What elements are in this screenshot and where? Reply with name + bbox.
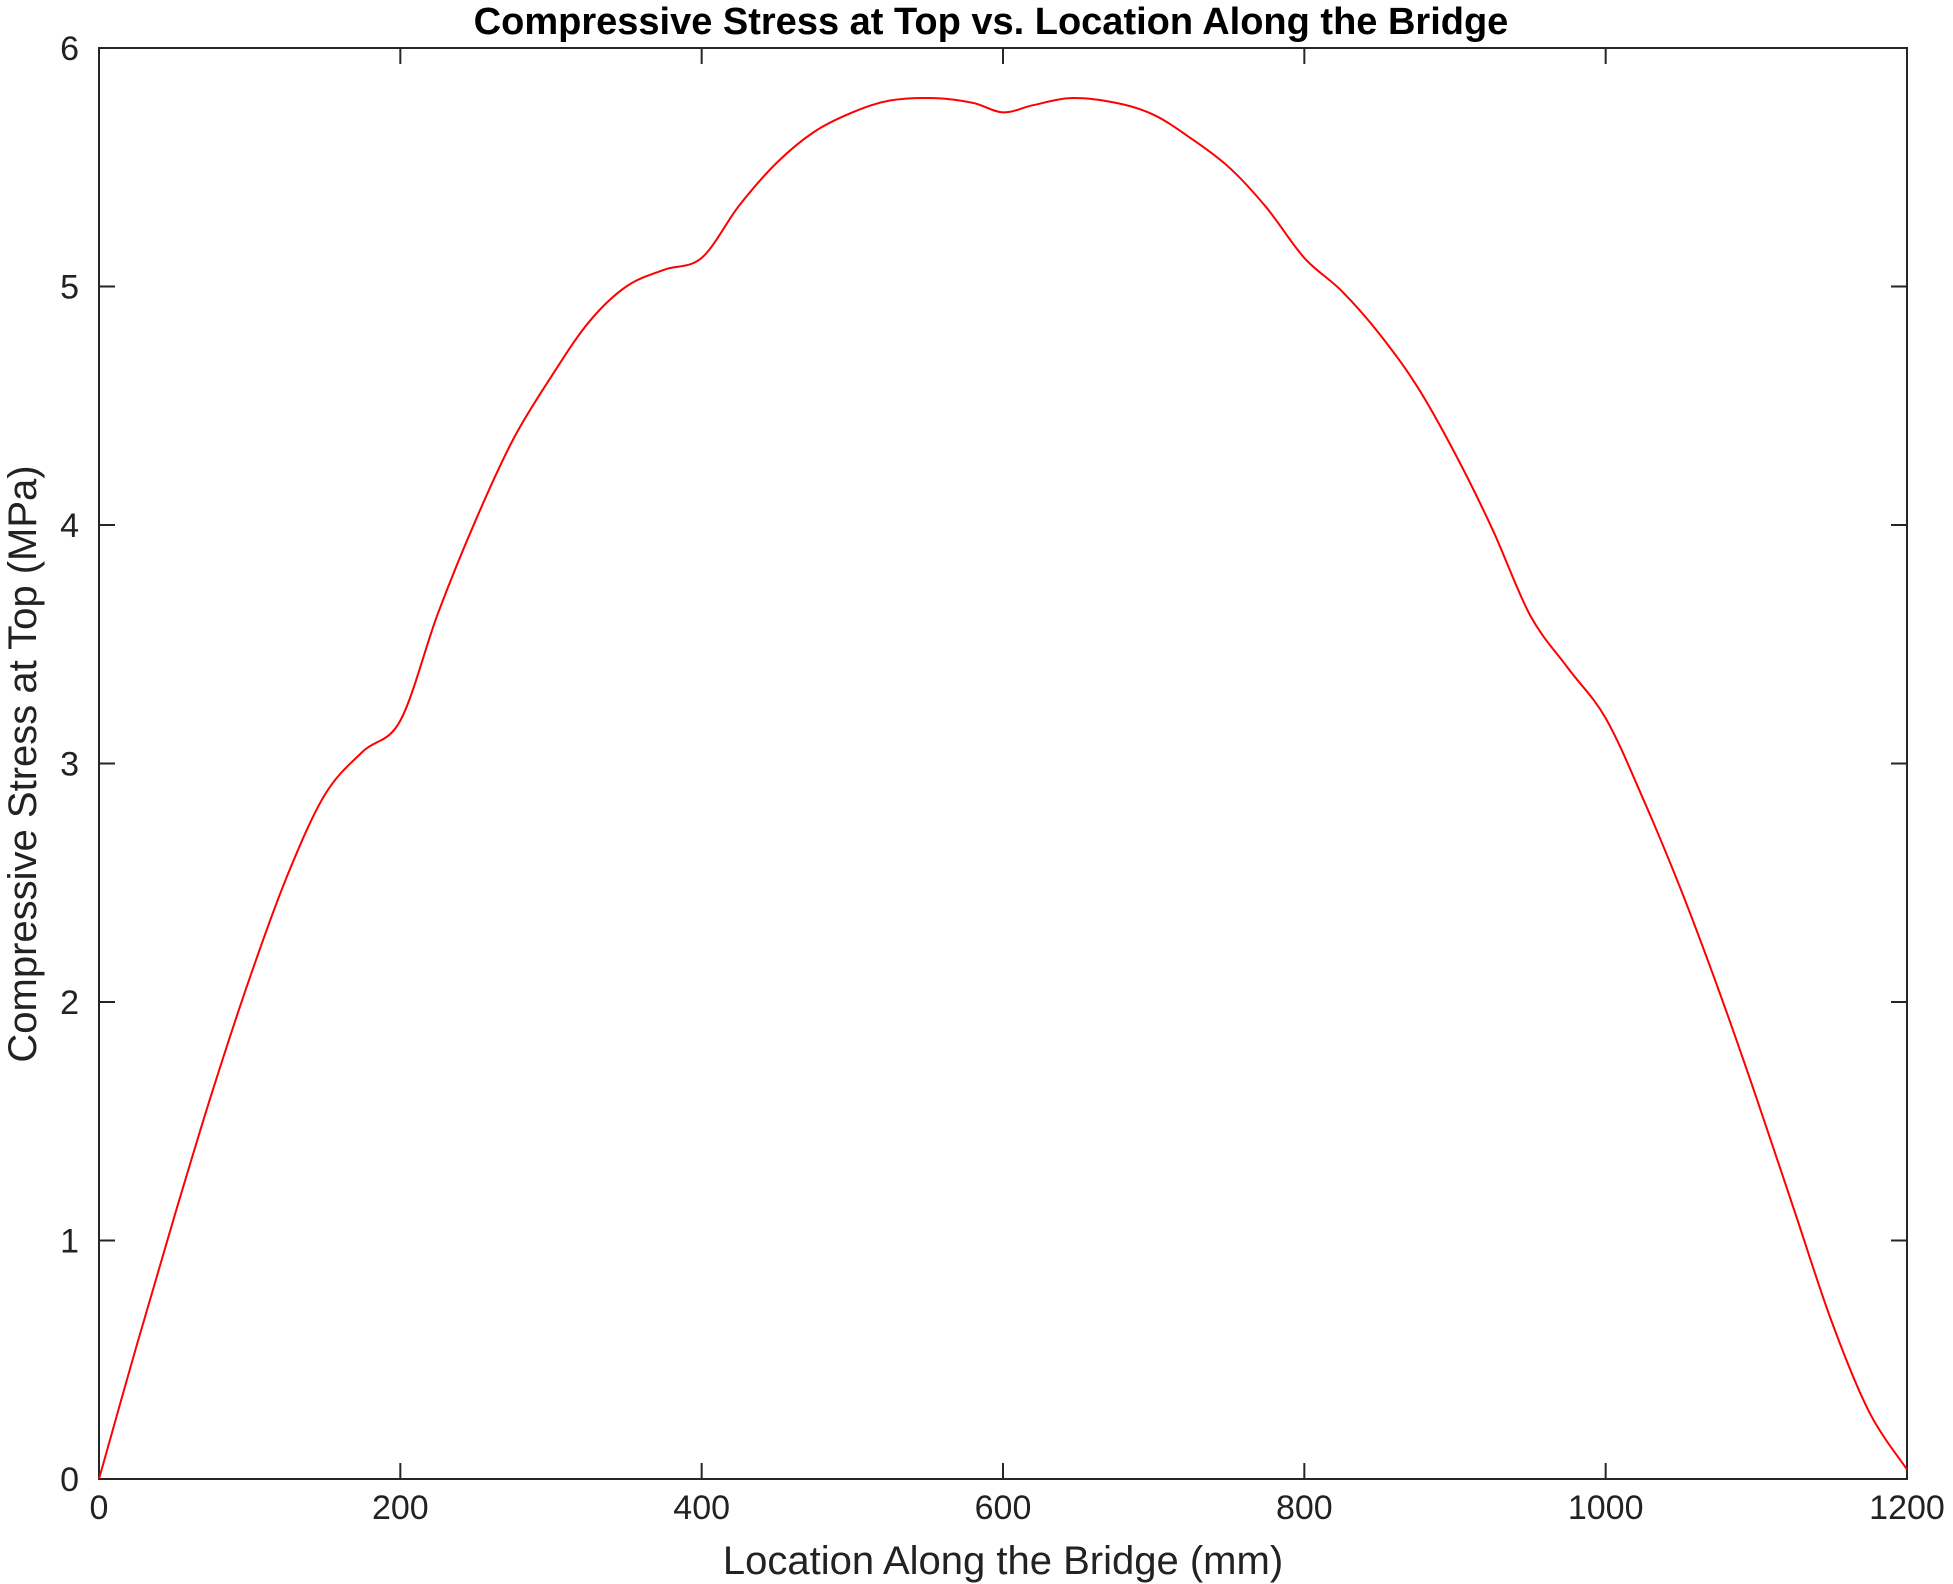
y-axis-label: Compressive Stress at Top (MPa) <box>1 465 45 1062</box>
y-tick-label: 0 <box>60 1461 79 1499</box>
x-axis-label: Location Along the Bridge (mm) <box>723 1539 1283 1583</box>
x-tick-label: 1000 <box>1568 1489 1644 1527</box>
x-tick-label: 0 <box>90 1489 109 1527</box>
x-tick-label: 800 <box>1276 1489 1333 1527</box>
x-tick-labels: 0 200 400 600 800 1000 1200 <box>90 1489 1945 1527</box>
y-tick-label: 5 <box>60 269 79 307</box>
x-tick-label: 400 <box>673 1489 730 1527</box>
x-tick-label: 600 <box>975 1489 1032 1527</box>
tick-marks <box>98 47 1908 1480</box>
y-tick-label: 2 <box>60 984 79 1022</box>
y-tick-label: 1 <box>60 1223 79 1261</box>
y-tick-labels: 0 1 2 3 4 5 6 <box>60 30 79 1499</box>
chart-title: Compressive Stress at Top vs. Location A… <box>474 1 1509 43</box>
x-tick-label: 1200 <box>1869 1489 1945 1527</box>
series-line-1 <box>98 96 1908 1480</box>
y-tick-label: 3 <box>60 746 79 784</box>
series-layer <box>98 96 1908 1480</box>
y-tick-label: 4 <box>60 507 79 545</box>
x-tick-label: 200 <box>372 1489 429 1527</box>
y-tick-label: 6 <box>60 30 79 68</box>
